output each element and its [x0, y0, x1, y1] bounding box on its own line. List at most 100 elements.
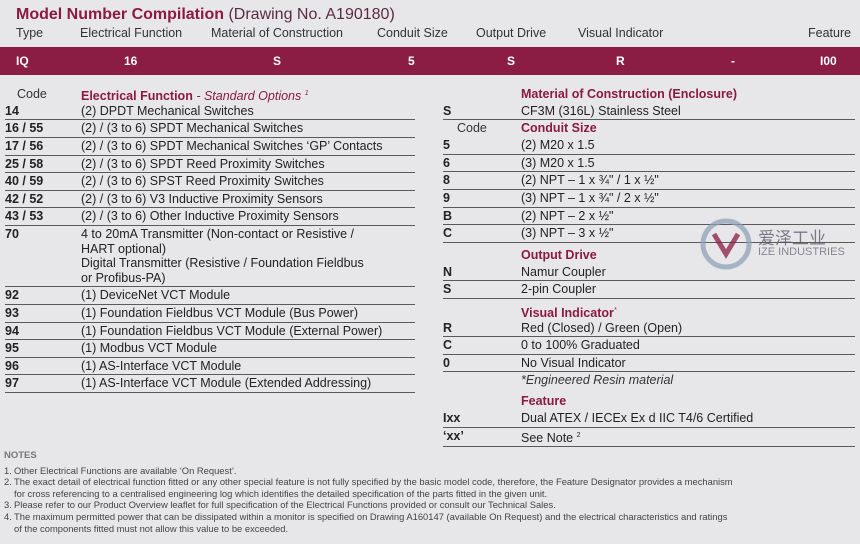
- column-header: Conduit Size: [377, 26, 448, 40]
- description: (2) / (3 to 6) SPDT Reed Proximity Switc…: [81, 156, 325, 173]
- description-line: (2) DPDT Mechanical Switches: [81, 103, 254, 118]
- table-row: 70 4 to 20mA Transmitter (Non-contact or …: [5, 226, 415, 288]
- code: 96: [5, 358, 19, 373]
- description: Namur Coupler: [521, 264, 606, 281]
- code: B: [443, 208, 453, 223]
- title: Output Drive: [521, 247, 597, 262]
- description-text: Red (Closed) / Green (Open): [521, 320, 683, 335]
- code-value: IQ: [16, 54, 29, 68]
- section-header: Visual Indicator*: [443, 303, 855, 320]
- section-header: Output Drive: [443, 247, 855, 264]
- description-line: (1) Foundation Fieldbus VCT Module (Bus …: [81, 305, 358, 320]
- code: R: [443, 320, 453, 335]
- table-header: Code Electrical Function - Standard Optio…: [5, 86, 415, 103]
- subtitle: - Standard Options: [196, 89, 302, 104]
- description-line: (2) / (3 to 6) SPDT Mechanical Switches …: [81, 138, 383, 153]
- description: (2) NPT – 1 x ¾" / 1 x ½": [521, 172, 659, 189]
- description: 0 to 100% Graduated: [521, 337, 640, 354]
- code: 25 / 58: [5, 156, 44, 171]
- section-header: Material of Construction (Enclosure): [443, 86, 855, 103]
- section-title: Output Drive: [521, 247, 597, 264]
- description: (2) / (3 to 6) SPDT Mechanical Switches …: [81, 138, 383, 155]
- column-header: Electrical Function: [80, 26, 183, 40]
- note-text: Other Electrical Functions are available…: [14, 465, 237, 477]
- code: 93: [5, 305, 19, 320]
- section-title: Visual Indicator*: [521, 303, 617, 320]
- description-text: 2-pin Coupler: [521, 282, 597, 297]
- description: (2) / (3 to 6) V3 Inductive Proximity Se…: [81, 191, 323, 208]
- description: Red (Closed) / Green (Open): [521, 320, 682, 337]
- code: 14: [5, 103, 19, 118]
- note-line: The exact detail of electrical function …: [14, 476, 733, 488]
- code-label: [443, 393, 521, 410]
- code: 95: [5, 341, 19, 356]
- table-row: N Namur Coupler: [443, 264, 855, 282]
- table-row: 5 (2) M20 x 1.5: [443, 137, 855, 155]
- electrical-table: Code Electrical Function - Standard Optio…: [5, 86, 415, 393]
- description: CF3M (316L) Stainless Steel: [521, 103, 681, 120]
- note-text: The exact detail of electrical function …: [14, 476, 733, 499]
- table-row: 95 (1) Modbus VCT Module: [5, 340, 415, 358]
- description-line: or Profibus-PA): [81, 270, 166, 285]
- code: C: [443, 338, 453, 353]
- code: Ixx: [443, 410, 461, 425]
- code-value: 16: [124, 54, 138, 68]
- description: (2) NPT – 2 x ½": [521, 208, 613, 225]
- description-text: Namur Coupler: [521, 264, 606, 279]
- code: 70: [5, 226, 19, 241]
- description-text: (2) M20 x 1.5: [521, 138, 595, 153]
- description: (1) DeviceNet VCT Module: [81, 287, 230, 304]
- code: 92: [5, 288, 19, 303]
- table-row: 17 / 56 (2) / (3 to 6) SPDT Mechanical Sw…: [5, 138, 415, 156]
- code: 94: [5, 323, 19, 338]
- table-row: S CF3M (316L) Stainless Steel: [443, 103, 855, 121]
- code: 5: [443, 138, 450, 153]
- title: Feature: [521, 394, 567, 409]
- section-header: Code Conduit Size: [443, 120, 855, 137]
- description-text: (2) NPT – 1 x ¾" / 1 x ½": [521, 173, 659, 188]
- table-row: 40 / 59 (2) / (3 to 6) SPST Reed Proximit…: [5, 173, 415, 191]
- title: Electrical Function: [81, 89, 193, 104]
- note-line: Other Electrical Functions are available…: [14, 464, 237, 476]
- description-line: (1) AS-Interface VCT Module (Extended Ad…: [81, 376, 372, 391]
- column-header: Output Drive: [476, 26, 547, 40]
- code-value: -: [731, 54, 735, 68]
- code: S: [443, 282, 452, 297]
- column-header: Material of Construction: [211, 26, 344, 40]
- note-number: 1.: [4, 464, 12, 476]
- options-table: Material of Construction (Enclosure) S CF3…: [443, 86, 855, 448]
- description: (2) / (3 to 6) SPDT Mechanical Switches: [81, 120, 303, 137]
- note-line: of the components fitted must not allow …: [14, 522, 289, 534]
- code-value: R: [616, 54, 625, 68]
- description-text: 0 to 100% Graduated: [521, 338, 640, 353]
- description-line: (2) / (3 to 6) SPST Reed Proximity Switc…: [81, 174, 324, 189]
- column-header: Visual Indicator: [578, 26, 664, 40]
- column-header: Feature: [808, 26, 852, 40]
- note-number: 4.: [4, 510, 12, 522]
- watermark-logo: [700, 218, 752, 270]
- note-item: 4. The maximum permitted power that can b…: [4, 511, 733, 534]
- table-row: 25 / 58 (2) / (3 to 6) SPDT Reed Proximit…: [5, 156, 415, 174]
- description: (3) NPT – 3 x ½": [521, 225, 613, 242]
- description-line: (1) Foundation Fieldbus VCT Module (Exte…: [81, 323, 383, 338]
- description-line: (2) / (3 to 6) V3 Inductive Proximity Se…: [81, 191, 323, 206]
- header-title: Electrical Function - Standard Options 1: [81, 86, 309, 103]
- watermark-name: 爱泽工业: [758, 229, 826, 248]
- description: 2-pin Coupler: [521, 281, 596, 298]
- note-line: for cross referencing to a centralised e…: [14, 487, 548, 499]
- description-line: Digital Transmitter (Resistive / Foundat…: [81, 256, 364, 271]
- section-header: Feature: [443, 393, 855, 410]
- table-row: 6 (3) M20 x 1.5: [443, 155, 855, 173]
- description: (1) Modbus VCT Module: [81, 340, 217, 357]
- table-row: ‘xx’ See Note 2: [443, 428, 855, 448]
- description: (3) M20 x 1.5: [521, 155, 595, 172]
- section-title: Material of Construction (Enclosure): [521, 86, 737, 103]
- code: 40 / 59: [5, 174, 44, 189]
- note-number: 3.: [4, 499, 12, 511]
- description-line: (2) / (3 to 6) SPDT Mechanical Switches: [81, 121, 304, 136]
- table-row: 43 / 53 (2) / (3 to 6) Other Inductive Pr…: [5, 208, 415, 226]
- code: N: [443, 264, 453, 279]
- description: Dual ATEX / IECEx Ex d IIC T4/6 Certifie…: [521, 410, 753, 427]
- code: 8: [443, 173, 450, 188]
- table-row: R Red (Closed) / Green (Open): [443, 320, 855, 338]
